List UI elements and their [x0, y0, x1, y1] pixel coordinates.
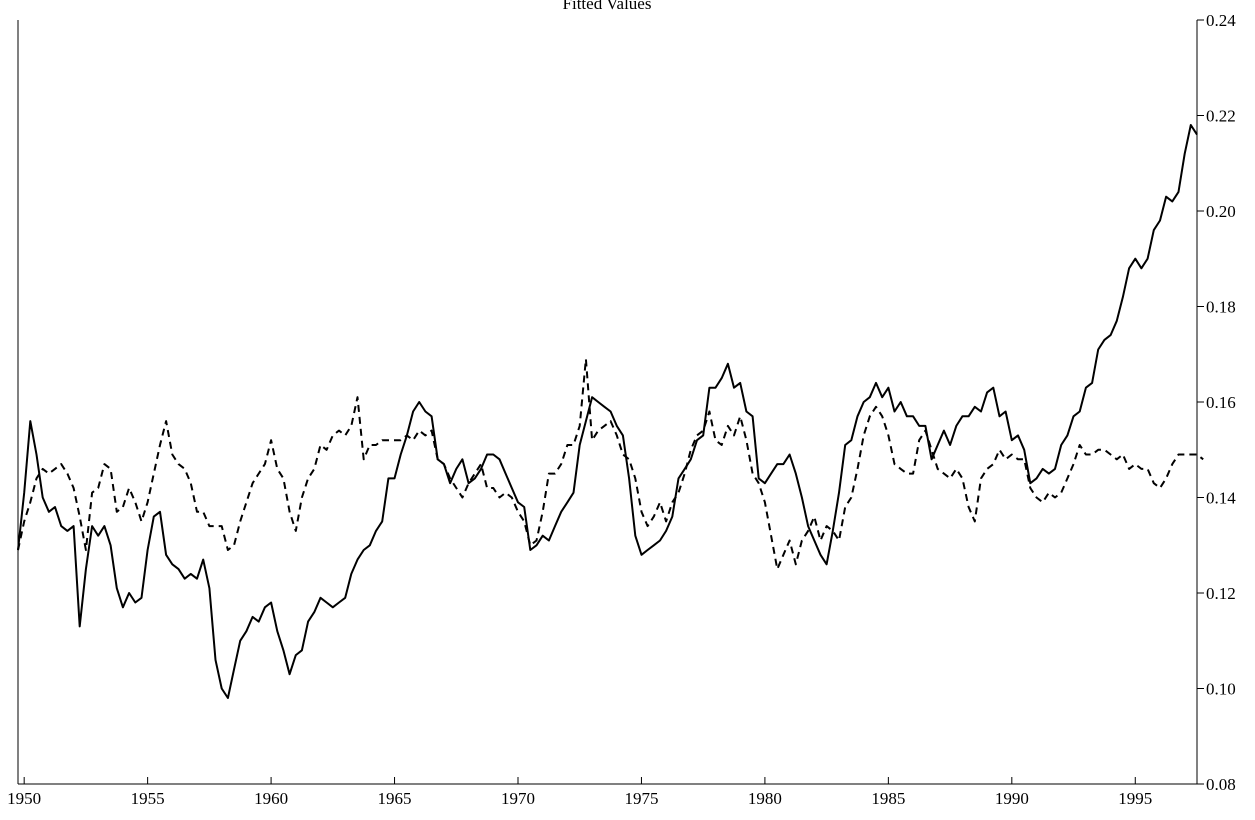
x-tick-label: 1970 [501, 789, 535, 808]
x-tick-label: 1960 [254, 789, 288, 808]
x-tick-label: 1950 [7, 789, 41, 808]
y-tick-label: 0.24 [1206, 11, 1236, 30]
x-tick-label: 1980 [748, 789, 782, 808]
x-tick-label: 1955 [131, 789, 165, 808]
y-tick-label: 0.18 [1206, 298, 1236, 317]
x-tick-label: 1990 [995, 789, 1029, 808]
x-axis-ticks: 1950 1955 1960 1965 1970 1975 1980 1985 1990 1995 [7, 777, 1152, 808]
chart-title: Fitted Values [563, 0, 652, 13]
x-tick-label: 1995 [1118, 789, 1152, 808]
y-tick-label: 0.16 [1206, 393, 1236, 412]
y-tick-label: 0.12 [1206, 584, 1236, 603]
x-tick-label: 1965 [378, 789, 412, 808]
x-tick-label: 1985 [871, 789, 905, 808]
x-tick-label: 1975 [624, 789, 658, 808]
y-tick-label: 0.08 [1206, 775, 1236, 794]
series-layer [17, 124, 1204, 699]
solid-series-line [17, 124, 1198, 699]
y-axis-ticks: 0.08 0.10 0.12 0.14 0.16 0.18 0.20 0.22 0.24 [1197, 11, 1236, 794]
y-tick-label: 0.20 [1206, 202, 1236, 221]
y-tick-label: 0.22 [1206, 107, 1236, 126]
y-tick-label: 0.14 [1206, 489, 1236, 508]
dashed-series-line [17, 358, 1204, 571]
y-tick-label: 0.10 [1206, 680, 1236, 699]
